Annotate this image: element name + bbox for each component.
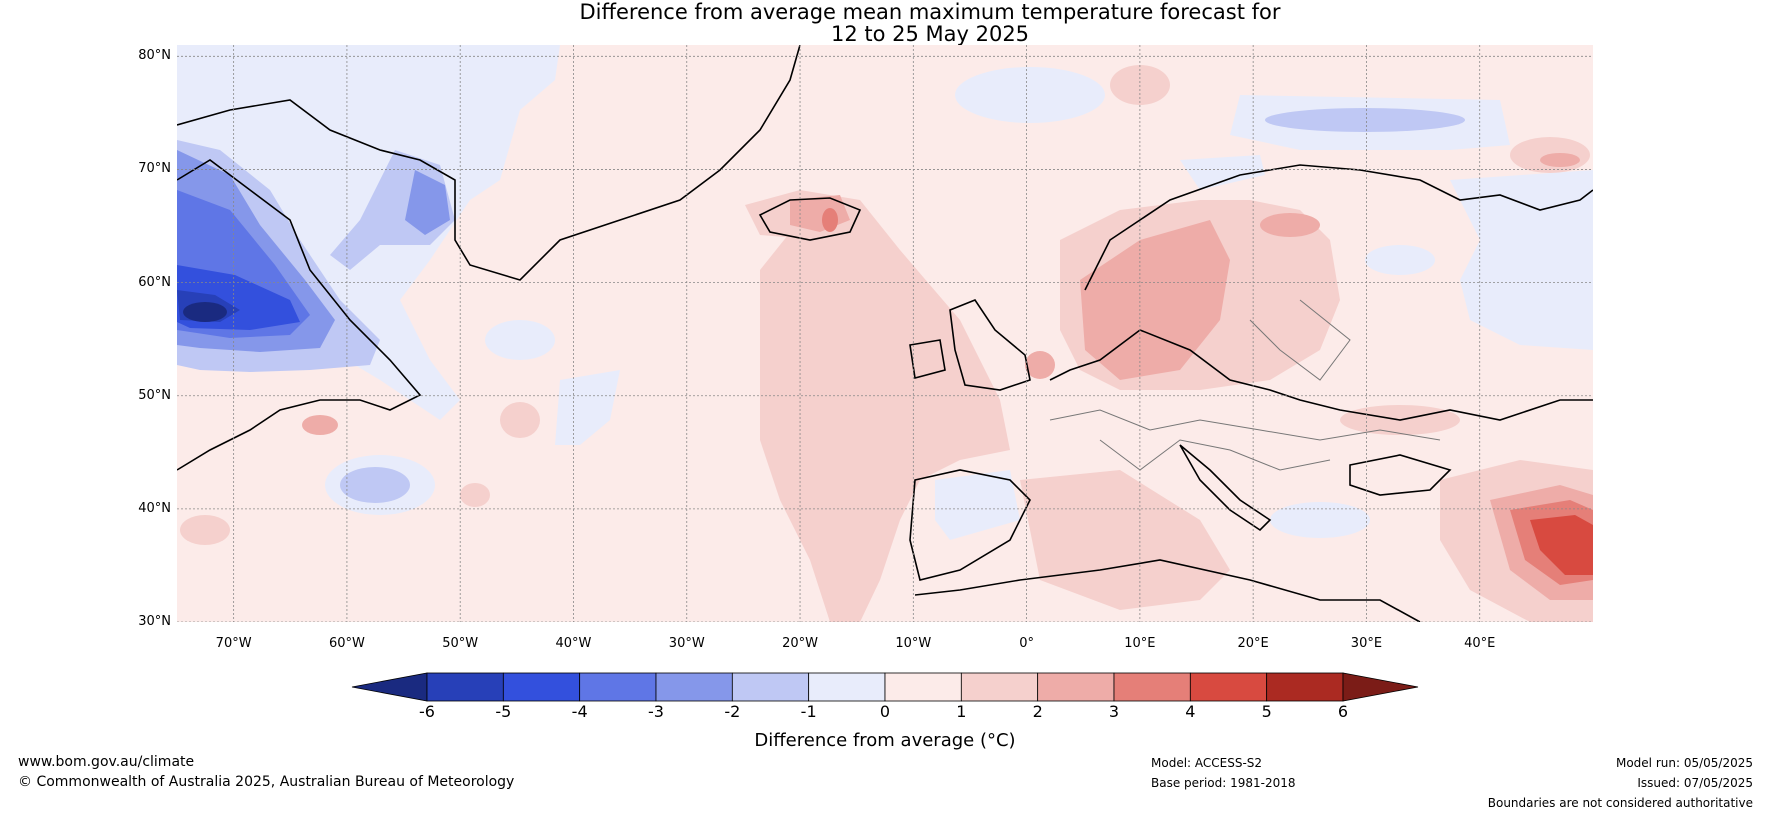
- longitude-label: 50°W: [442, 636, 479, 651]
- cool-minimum: [183, 302, 227, 322]
- colorbar-bin: [1266, 672, 1344, 702]
- coastline-britain: [949, 299, 1031, 391]
- latitude-label: 40°N: [138, 500, 171, 516]
- longitude-label: 60°W: [328, 636, 365, 651]
- coastline-africa: [914, 559, 1421, 622]
- coastline-greenland: [177, 45, 801, 281]
- colorbar-bin: [1189, 672, 1268, 702]
- colorbar-bin: [1113, 672, 1191, 702]
- latitude-label: 60°N: [138, 274, 171, 290]
- cool-region-norwegian-sea: [955, 67, 1105, 123]
- coastline-canada: [177, 159, 422, 471]
- longitude-label: 20°E: [1237, 636, 1269, 651]
- longitude-label: 30°W: [668, 636, 705, 651]
- longitude-label: 10°W: [895, 636, 932, 651]
- coastline-black-sea: [1349, 454, 1452, 496]
- colorbar-title: Difference from average (°C): [754, 730, 1016, 751]
- latitude-label: 30°N: [138, 614, 171, 629]
- colorbar-tick-label: 0: [879, 702, 891, 721]
- colorbar-bin: [960, 672, 1039, 702]
- colorbar: [351, 672, 1419, 702]
- map-title-line1: Difference from average mean maximum tem…: [579, 0, 1281, 24]
- colorbar-tick-label: -1: [800, 702, 817, 721]
- colorbar-bin: [655, 672, 733, 702]
- colorbar-tick-label: -6: [419, 702, 435, 721]
- latitude-label: 50°N: [138, 387, 171, 403]
- longitude-label: 40°E: [1464, 636, 1496, 651]
- colorbar-bin: [426, 672, 504, 702]
- longitude-label: 70°W: [215, 636, 252, 651]
- latitude-label: 80°N: [138, 48, 171, 64]
- colorbar-tick-label: 4: [1185, 702, 1196, 721]
- map-title-line2: 12 to 25 May 2025: [830, 22, 1030, 46]
- longitude-label: 10°E: [1124, 636, 1156, 651]
- coastline-iceland: [758, 197, 862, 241]
- colorbar-bin: [579, 672, 657, 702]
- colorbar-extend-low: [351, 672, 428, 702]
- footer-url: www.bom.gov.au/climate: [18, 754, 195, 770]
- longitude-label: 40°W: [555, 636, 592, 651]
- coastline-scandinavia: [1084, 164, 1593, 291]
- colorbar-tick-label: -4: [571, 702, 588, 721]
- graticule: [177, 45, 1593, 622]
- warm-region-mediterranean: [1020, 470, 1230, 610]
- footer-disclaimer: Boundaries are not considered authoritat…: [1487, 796, 1753, 810]
- colorbar-tick-label: -3: [648, 702, 664, 721]
- footer-copyright: © Commonwealth of Australia 2025, Austra…: [18, 774, 515, 790]
- colorbar-bin: [1037, 672, 1115, 702]
- footer-issued: Issued: 07/05/2025: [1637, 776, 1753, 790]
- footer-base-period: Base period: 1981-2018: [1151, 776, 1296, 790]
- cool-region-russia: [1450, 170, 1593, 350]
- longitude-label: 0°: [1019, 636, 1034, 651]
- warm-region-atlantic-ridge: [760, 200, 1010, 622]
- colorbar-tick-label: -2: [724, 702, 741, 721]
- colorbar-tick-label: 2: [1032, 702, 1043, 721]
- colorbar-tick-label: 6: [1337, 702, 1349, 721]
- colorbar-bin: [502, 672, 581, 702]
- colorbar-bin: [808, 672, 886, 702]
- latitude-label: 70°N: [138, 161, 171, 177]
- longitude-label: 20°W: [782, 636, 818, 651]
- longitude-label: 30°E: [1350, 636, 1383, 651]
- colorbar-extend-high: [1342, 672, 1419, 702]
- colorbar-tick-label: 5: [1261, 702, 1272, 721]
- colorbar-bin: [731, 672, 810, 702]
- footer-model-run: Model run: 05/05/2025: [1615, 756, 1753, 770]
- coastline-europe: [1049, 329, 1593, 421]
- colorbar-tick-label: 1: [956, 702, 967, 721]
- colorbar-tick-label: -5: [495, 702, 512, 721]
- warm-region-scandinavia-strong: [1080, 220, 1230, 380]
- footer-model: Model: ACCESS-S2: [1151, 756, 1263, 770]
- colorbar-tick-label: 3: [1108, 702, 1120, 721]
- colorbar-bin: [884, 672, 962, 702]
- border-europe: [1049, 409, 1441, 441]
- coastline-italy: [1179, 444, 1272, 532]
